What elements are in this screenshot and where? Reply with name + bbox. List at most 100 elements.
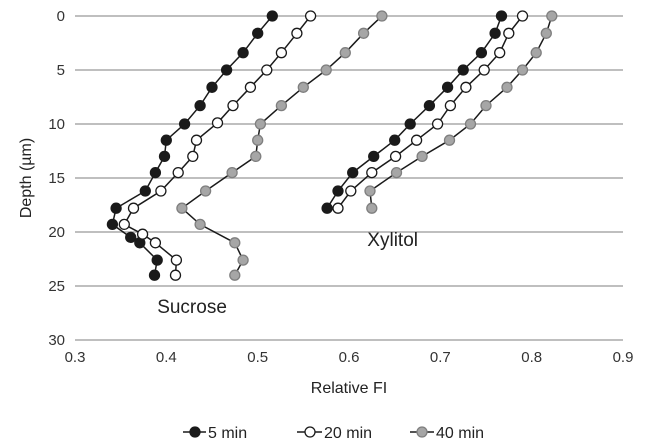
data-point-sucrose-5-min-5: [194, 99, 206, 112]
legend-marker-5-min: [189, 426, 201, 438]
data-point-xylitol-20-min-11: [332, 202, 344, 214]
data-point-sucrose-20-min-16: [169, 269, 182, 281]
legend-label-40-min: 40 min: [436, 425, 484, 442]
series-xylitol-40-min: [364, 10, 558, 214]
data-point-xylitol-20-min-6: [431, 118, 444, 130]
series-line-sucrose-5-min: [111, 15, 273, 276]
data-point-sucrose-20-min-1: [291, 27, 303, 39]
series-line-xylitol-40-min: [369, 15, 553, 209]
x-tick-label-0-6: 0.6: [339, 349, 360, 366]
data-point-xylitol-40-min-4: [501, 81, 513, 93]
annotation-sucrose: Sucrose: [157, 297, 227, 318]
data-point-xylitol-5-min-1: [489, 27, 501, 39]
tick-labels: 0 5 10 15 20 25 300.3 0.4 0.5 0.6 0.7 0.8 0.9: [48, 8, 633, 366]
data-point-xylitol-5-min-2: [475, 47, 488, 59]
data-point-sucrose-20-min-14: [149, 237, 162, 249]
x-tick-label-0-7: 0.7: [430, 349, 451, 366]
data-point-xylitol-5-min-8: [368, 150, 380, 163]
data-point-xylitol-20-min-10: [345, 185, 357, 197]
data-point-xylitol-5-min-3: [457, 64, 469, 76]
data-point-sucrose-20-min-15: [170, 254, 183, 266]
x-tick-label-0-8: 0.8: [521, 349, 542, 366]
x-tick-label-0-5: 0.5: [247, 349, 268, 366]
data-point-sucrose-40-min-0: [376, 10, 388, 22]
data-point-xylitol-20-min-1: [503, 27, 515, 39]
data-point-xylitol-40-min-10: [364, 185, 376, 197]
data-point-sucrose-5-min-6: [178, 118, 191, 130]
data-point-sucrose-5-min-7: [160, 134, 172, 146]
data-point-sucrose-20-min-13: [136, 228, 149, 240]
legend: 5 min 20 min 40 min: [183, 425, 484, 442]
legend-item-5-min: 5 min: [183, 425, 247, 442]
data-point-xylitol-20-min-9: [366, 166, 378, 179]
legend-item-40-min: 40 min: [410, 425, 484, 442]
y-tick-label-20: 20: [48, 224, 65, 241]
legend-item-20-min: 20 min: [297, 425, 372, 442]
data-point-xylitol-20-min-2: [494, 47, 506, 59]
series-line-sucrose-40-min: [180, 15, 383, 276]
data-point-xylitol-5-min-4: [441, 81, 454, 93]
data-point-xylitol-20-min-7: [410, 134, 423, 146]
data-point-sucrose-40-min-13: [229, 237, 241, 249]
data-point-xylitol-5-min-0: [495, 10, 508, 22]
data-point-sucrose-5-min-2: [237, 47, 249, 59]
data-point-sucrose-20-min-0: [304, 10, 317, 22]
legend-label-20-min: 20 min: [324, 425, 372, 442]
data-point-sucrose-40-min-3: [320, 64, 332, 76]
data-point-sucrose-40-min-10: [199, 185, 212, 197]
data-point-sucrose-5-min-15: [151, 254, 163, 266]
data-point-sucrose-20-min-10: [155, 185, 167, 197]
data-point-xylitol-40-min-11: [366, 202, 378, 214]
x-tick-label-0-9: 0.9: [613, 349, 634, 366]
data-point-sucrose-40-min-9: [226, 166, 238, 179]
data-point-sucrose-20-min-6: [211, 117, 224, 129]
data-point-sucrose-40-min-11: [176, 202, 188, 214]
data-point-sucrose-5-min-10: [139, 185, 151, 197]
data-point-sucrose-20-min-2: [275, 47, 288, 59]
data-point-xylitol-5-min-11: [321, 202, 333, 214]
y-axis-title: Depth (µm): [18, 138, 35, 218]
data-point-xylitol-5-min-7: [389, 134, 401, 146]
data-point-sucrose-40-min-6: [254, 118, 267, 130]
data-point-xylitol-20-min-4: [460, 81, 472, 93]
data-point-sucrose-5-min-8: [158, 150, 171, 163]
data-point-sucrose-20-min-9: [172, 166, 184, 179]
data-point-xylitol-20-min-3: [478, 64, 490, 76]
y-tick-label-25: 25: [48, 278, 65, 295]
data-point-xylitol-20-min-8: [389, 150, 402, 163]
data-point-sucrose-5-min-11: [110, 202, 122, 214]
data-point-sucrose-5-min-9: [149, 166, 162, 179]
series-xylitol-20-min: [332, 10, 529, 214]
series: [106, 10, 558, 281]
data-point-xylitol-20-min-5: [444, 99, 457, 112]
data-point-sucrose-40-min-12: [194, 218, 206, 231]
data-point-sucrose-5-min-4: [206, 81, 218, 93]
data-point-sucrose-20-min-5: [227, 99, 239, 112]
data-point-xylitol-40-min-2: [530, 47, 542, 59]
data-point-sucrose-5-min-13: [125, 231, 137, 244]
data-point-sucrose-40-min-14: [237, 254, 249, 266]
data-point-sucrose-40-min-8: [250, 150, 262, 163]
data-point-xylitol-40-min-3: [516, 64, 529, 76]
legend-label-5-min: 5 min: [208, 425, 247, 442]
data-point-sucrose-5-min-12: [106, 218, 119, 231]
data-point-xylitol-5-min-5: [423, 99, 436, 112]
data-point-sucrose-20-min-11: [127, 202, 140, 214]
x-axis-title: Relative FI: [311, 380, 387, 397]
data-point-sucrose-5-min-1: [252, 27, 264, 39]
data-point-xylitol-5-min-10: [332, 185, 344, 197]
data-point-sucrose-40-min-5: [275, 99, 288, 112]
annotation-xylitol: Xylitol: [367, 230, 418, 251]
data-point-sucrose-40-min-7: [252, 134, 264, 146]
y-tick-label-10: 10: [48, 116, 65, 133]
data-point-xylitol-40-min-0: [546, 10, 558, 22]
data-point-xylitol-40-min-7: [443, 134, 456, 146]
data-point-sucrose-40-min-2: [339, 47, 351, 59]
x-tick-label-0-4: 0.4: [156, 349, 177, 366]
x-tick-label-0-3: 0.3: [65, 349, 86, 366]
data-point-xylitol-20-min-0: [516, 10, 529, 22]
data-point-sucrose-20-min-7: [190, 134, 203, 146]
data-point-sucrose-20-min-3: [261, 64, 273, 76]
series-sucrose-20-min: [118, 10, 317, 281]
data-point-sucrose-20-min-8: [187, 150, 199, 163]
